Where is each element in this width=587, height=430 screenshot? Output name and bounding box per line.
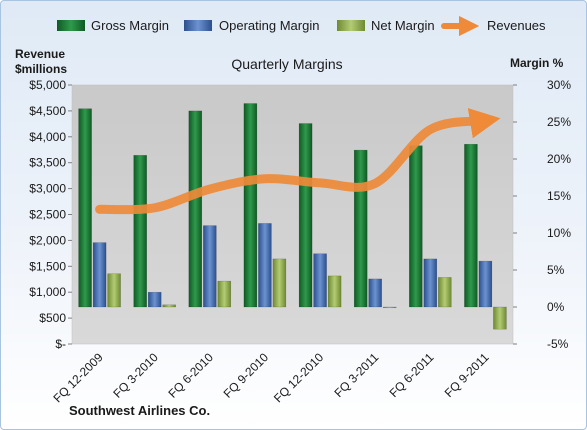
legend-label-revenues: Revenues (487, 18, 546, 33)
legend-swatch-gross (57, 20, 85, 31)
bar-net-7 (438, 277, 452, 308)
company-name: Southwest Airlines Co. (69, 403, 210, 418)
right-tick-label-4: 15% (547, 189, 571, 203)
bar-gross-7 (409, 145, 423, 308)
legend-item-operating-margin: Operating Margin (184, 18, 319, 33)
bar-operating-5 (313, 253, 327, 308)
x-tick-label-2: FQ 3-2010 (110, 350, 161, 401)
left-tick-label-3: $1,500 (29, 259, 66, 273)
revenue-line (95, 108, 501, 215)
right-tick-label-0: -5% (547, 337, 569, 351)
bar-operating-2 (147, 291, 162, 308)
left-tick-label-10: $5,000 (29, 78, 66, 92)
bar-gross-6 (353, 149, 368, 308)
bar-net-8 (493, 306, 507, 330)
bar-gross-8 (464, 143, 478, 308)
bar-net-3 (217, 280, 232, 308)
bar-operating-8 (478, 260, 493, 308)
legend-label-net: Net Margin (371, 18, 435, 33)
left-tick-label-2: $1,000 (29, 285, 66, 299)
bar-operating-3 (203, 225, 217, 308)
x-tick-label-4: FQ 9-2010 (221, 350, 272, 401)
right-tick-label-6: 25% (547, 115, 571, 129)
revenue-line-layer (95, 108, 501, 215)
bar-gross-4 (243, 103, 258, 308)
bar-net-2 (162, 304, 176, 308)
legend-item-net-margin: Net Margin (337, 18, 435, 33)
legend-swatch-operating (184, 20, 212, 31)
legend: Gross Margin Operating Margin Net Margin… (57, 15, 546, 37)
chart-title: Quarterly Margins (231, 56, 342, 72)
bar-net-4 (272, 258, 287, 308)
right-tick-label-7: 30% (547, 78, 571, 92)
left-tick-label-8: $4,000 (29, 130, 66, 144)
x-tick-label-6: FQ 3-2011 (331, 350, 381, 400)
x-tick-label-3: FQ 6-2010 (165, 350, 216, 401)
left-tick-label-1: $500 (39, 311, 66, 325)
right-tick-label-5: 20% (547, 152, 571, 166)
bar-operating-1 (92, 242, 107, 308)
left-axis-label-line2: $millions (15, 62, 67, 76)
bar-gross-5 (298, 123, 313, 308)
right-tick-label-3: 10% (547, 226, 571, 240)
left-axis: $- $500 $1,000 $1,500 $2,000 $2,500 $3,000 $3,5… (29, 78, 72, 351)
right-axis-label: Margin % (510, 56, 564, 70)
right-tick-label-2: 5% (547, 263, 565, 277)
bars-layer (78, 103, 507, 330)
bar-gross-2 (133, 155, 147, 308)
bar-net-5 (327, 275, 342, 308)
left-tick-label-7: $3,500 (29, 156, 66, 170)
left-axis-label-line1: Revenue (15, 47, 65, 61)
bar-net-1 (107, 273, 121, 308)
bar-gross-3 (188, 110, 203, 308)
right-tick-label-1: 0% (547, 300, 565, 314)
legend-label-gross: Gross Margin (91, 18, 169, 33)
left-tick-label-6: $3,000 (29, 182, 66, 196)
legend-label-operating: Operating Margin (219, 18, 319, 33)
legend-item-gross-margin: Gross Margin (57, 18, 169, 33)
x-tick-label-5: FQ 12-2010 (271, 350, 326, 405)
left-tick-label-9: $4,500 (29, 104, 66, 118)
legend-swatch-net (337, 20, 365, 31)
x-tick-label-7: FQ 6-2011 (387, 350, 437, 400)
x-tick-label-8: FQ 9-2011 (442, 350, 492, 400)
bar-operating-6 (368, 278, 382, 308)
left-tick-label-5: $2,500 (29, 208, 66, 222)
bar-operating-4 (258, 223, 272, 308)
legend-item-revenues: Revenues (441, 15, 546, 37)
bar-net-6 (382, 306, 397, 309)
x-tick-label-1: FQ 12-2009 (50, 350, 105, 405)
bar-operating-7 (423, 258, 438, 308)
bar-gross-1 (78, 108, 92, 308)
right-axis: -5% 0% 5% 10% 15% 20% 25% 30% (513, 78, 571, 351)
left-tick-label-0: $- (55, 337, 66, 351)
x-axis: FQ 12-2009 FQ 3-2010 FQ 6-2010 FQ 9-2010 FQ … (50, 350, 491, 405)
left-tick-label-4: $2,000 (29, 233, 66, 247)
